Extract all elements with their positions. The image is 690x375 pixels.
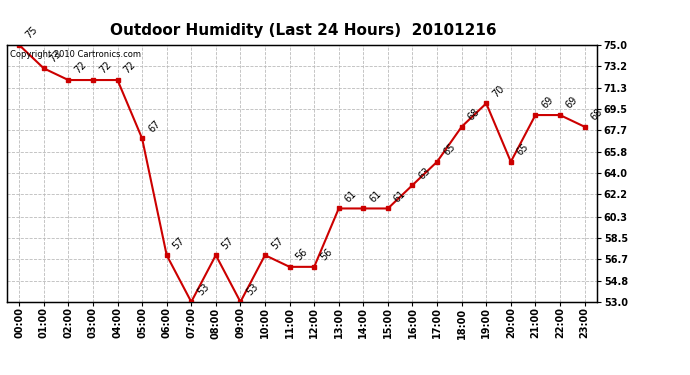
Text: 57: 57: [220, 235, 236, 251]
Text: Outdoor Humidity (Last 24 Hours)  20101216: Outdoor Humidity (Last 24 Hours) 2010121…: [110, 22, 497, 38]
Text: 70: 70: [491, 83, 506, 99]
Text: 63: 63: [417, 165, 433, 181]
Text: 65: 65: [441, 142, 457, 158]
Text: 72: 72: [121, 60, 137, 76]
Text: 61: 61: [392, 189, 408, 204]
Text: 68: 68: [589, 107, 604, 123]
Text: 69: 69: [540, 95, 555, 111]
Text: 53: 53: [244, 282, 260, 298]
Text: 61: 61: [368, 189, 383, 204]
Text: 57: 57: [269, 235, 285, 251]
Text: 56: 56: [294, 247, 310, 262]
Text: 68: 68: [466, 107, 482, 123]
Text: 53: 53: [195, 282, 211, 298]
Text: 72: 72: [97, 60, 113, 76]
Text: 72: 72: [72, 60, 88, 76]
Text: 57: 57: [171, 235, 187, 251]
Text: 65: 65: [515, 142, 531, 158]
Text: 69: 69: [564, 95, 580, 111]
Text: 56: 56: [318, 247, 334, 262]
Text: 73: 73: [48, 48, 63, 64]
Text: 75: 75: [23, 25, 39, 41]
Text: 61: 61: [343, 189, 359, 204]
Text: 67: 67: [146, 118, 162, 134]
Text: Copyright 2010 Cartronics.com: Copyright 2010 Cartronics.com: [10, 50, 141, 59]
